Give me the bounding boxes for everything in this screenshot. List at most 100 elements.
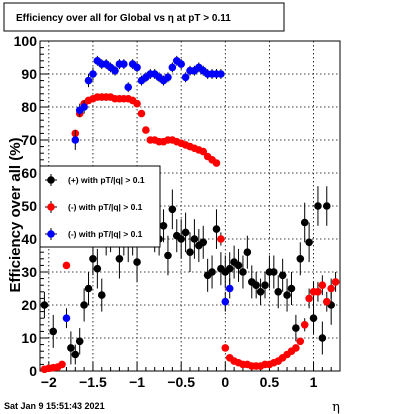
data-point [133,63,141,72]
y-tick-label: 70 [21,132,37,148]
x-tick-label: −2 [41,374,57,390]
data-point [181,228,190,237]
data-point [309,314,318,323]
data-point [239,268,247,276]
title-box: Efficiency over all for Global vs η at p… [3,2,285,32]
data-point [314,288,322,296]
y-tick-label: 30 [21,264,37,280]
data-point [243,248,252,256]
x-tick-label: −0.5 [167,374,195,390]
x-tick-label: 1 [310,374,318,390]
data-point [164,251,172,260]
data-point [296,254,305,263]
data-point [318,334,327,342]
series-3 [62,55,234,329]
data-point [305,238,313,247]
y-tick-label: 80 [21,99,37,115]
data-point [93,264,102,273]
data-point [97,291,106,299]
data-point [164,73,172,82]
y-tick-label: 60 [21,165,37,181]
data-point [168,205,177,214]
data-point [261,281,269,290]
data-point [217,70,225,78]
legend-label: (-) with pT/|q| > 0.1 [68,229,143,239]
data-point [71,136,80,144]
legend-label: (-) with pT/|q| > 0.1 [68,202,143,212]
data-point [300,218,309,227]
legend-marker [47,176,55,184]
legend-marker [47,230,55,238]
data-point [111,66,119,75]
data-point [67,344,75,352]
y-tick-label: 90 [21,66,37,82]
data-point [186,248,194,256]
data-point [177,60,185,68]
data-point [62,314,71,323]
data-point [322,297,331,306]
data-point [199,238,208,247]
data-point [115,254,124,263]
data-point [256,288,265,296]
data-point [133,99,141,108]
timestamp: Sat Jan 9 15:51:43 2021 [4,401,105,411]
data-point [199,147,208,156]
data-point [168,63,177,72]
data-point [274,288,283,296]
data-point [212,225,221,233]
data-point [300,321,309,329]
data-point [327,284,335,293]
x-tick-label: −1.5 [79,374,107,390]
data-point [124,83,133,91]
data-point [71,350,80,359]
data-point [221,297,230,306]
data-point [137,109,146,118]
data-point [296,337,305,346]
data-point [292,344,300,352]
data-point [217,235,225,243]
data-point [283,291,291,299]
data-point [84,76,93,85]
data-point [89,254,97,263]
data-point [221,344,230,352]
title-frame [3,2,285,32]
data-point [177,235,185,243]
data-point [190,235,199,243]
x-tick-label: 0.5 [260,374,280,390]
data-point [142,126,150,134]
legend-frame [39,165,161,248]
data-point [89,70,97,78]
y-axis-label: Efficiency over all (%) [7,137,24,292]
data-point [225,264,234,273]
data-point [84,284,93,293]
data-point [58,360,66,369]
data-point [270,268,278,276]
data-point [305,294,313,303]
data-point [287,284,296,293]
legend-label: (+) with pT/|q| > 0.1 [68,175,145,185]
data-point [278,271,287,280]
data-point [234,261,243,270]
y-tick-label: 40 [21,231,37,247]
data-point [80,301,88,309]
data-point [252,281,260,290]
data-point [120,60,128,68]
y-tick-label: 0 [29,363,37,379]
data-point [49,327,58,336]
x-tick-label: −1 [129,374,145,390]
data-point [181,73,190,82]
y-tick-label: 20 [21,297,37,313]
y-tick-label: 100 [14,33,38,49]
data-point [318,281,327,290]
x-tick-label: 0 [221,374,229,390]
x-axis-label: η [332,400,340,414]
y-tick-label: 50 [21,198,37,214]
data-point [159,222,168,230]
data-point [133,258,141,266]
data-point [75,337,84,346]
data-point [292,324,300,332]
chart-title: Efficiency over all for Global vs η at p… [16,13,231,24]
data-point [62,261,71,270]
legend: (+) with pT/|q| > 0.1 (-) with pT/|q| > 0… [39,165,161,248]
